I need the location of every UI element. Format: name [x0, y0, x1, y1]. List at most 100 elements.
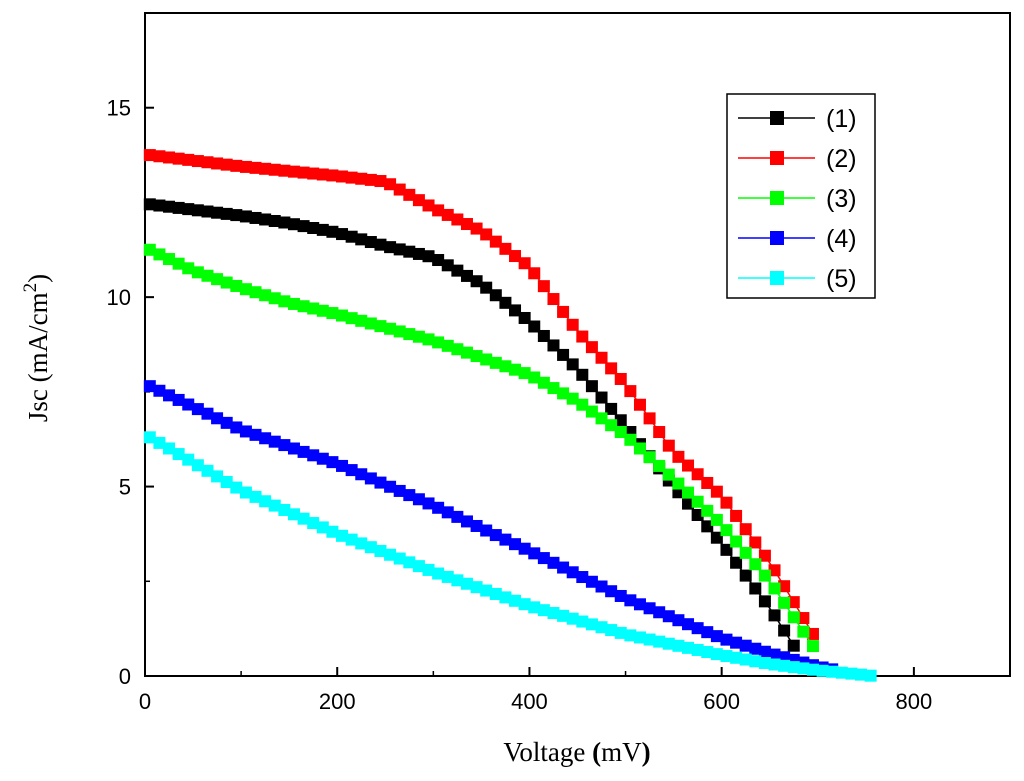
data-point: [316, 168, 329, 181]
data-point: [605, 624, 618, 637]
data-point: [191, 204, 204, 217]
data-point: [182, 398, 195, 411]
data-point: [297, 166, 310, 179]
data-point: [710, 531, 723, 544]
data-point: [614, 426, 627, 439]
data-point: [374, 238, 387, 251]
data-point: [268, 214, 281, 227]
data-point: [682, 486, 695, 499]
data-point: [336, 309, 349, 322]
data-point: [451, 264, 464, 277]
data-point: [220, 276, 233, 289]
data-point: [326, 307, 339, 320]
data-point: [432, 336, 445, 349]
data-point: [287, 442, 300, 455]
data-point: [489, 289, 502, 302]
data-point: [576, 330, 589, 343]
data-point: [307, 222, 320, 235]
data-point: [172, 257, 185, 270]
data-point: [403, 245, 416, 258]
data-point: [268, 292, 281, 305]
data-point: [220, 475, 233, 488]
data-point: [489, 587, 502, 600]
data-point: [768, 609, 781, 622]
x-tick-label: 400: [511, 689, 548, 714]
data-point: [172, 393, 185, 406]
data-point: [528, 267, 541, 280]
data-point: [191, 403, 204, 416]
data-point: [201, 464, 214, 477]
data-point: [662, 610, 675, 623]
data-point: [182, 203, 195, 216]
data-point: [595, 580, 608, 593]
data-point: [441, 506, 454, 519]
data-point: [768, 648, 781, 661]
data-point: [595, 351, 608, 364]
data-point: [287, 165, 300, 178]
data-point: [345, 171, 358, 184]
data-point: [268, 435, 281, 448]
data-point: [730, 556, 743, 569]
legend-label: (2): [826, 145, 857, 173]
data-point: [451, 574, 464, 587]
data-point: [211, 470, 224, 483]
data-point: [297, 300, 310, 313]
data-point: [355, 468, 368, 481]
data-point: [153, 384, 166, 397]
data-point: [633, 631, 646, 644]
data-point: [682, 618, 695, 631]
data-point: [336, 228, 349, 241]
data-point: [163, 253, 176, 266]
data-point: [778, 580, 791, 593]
data-point: [201, 269, 214, 282]
data-point: [211, 412, 224, 425]
data-point: [537, 604, 550, 617]
data-point: [422, 563, 435, 576]
data-point: [566, 392, 579, 405]
data-point: [749, 582, 762, 595]
legend-entry: (2): [738, 145, 857, 173]
data-point: [489, 356, 502, 369]
data-point: [441, 339, 454, 352]
data-point: [249, 490, 262, 503]
data-point: [460, 515, 473, 528]
data-point: [480, 524, 493, 537]
x-tick-label: 200: [319, 689, 356, 714]
data-point: [307, 302, 320, 315]
data-point: [393, 484, 406, 497]
data-point: [403, 556, 416, 569]
data-point: [182, 453, 195, 466]
data-point: [432, 567, 445, 580]
data-point: [374, 175, 387, 188]
x-tick-label: 600: [703, 689, 740, 714]
data-point: [797, 662, 810, 675]
data-point: [316, 521, 329, 534]
data-point: [412, 330, 425, 343]
data-point: [326, 169, 339, 182]
data-point: [730, 509, 743, 522]
data-point: [778, 659, 791, 672]
series-3: [143, 243, 819, 653]
data-point: [345, 230, 358, 243]
data-point: [701, 504, 714, 517]
data-point: [720, 524, 733, 537]
data-point: [374, 476, 387, 489]
data-point: [547, 556, 560, 569]
data-point: [211, 206, 224, 219]
data-point: [701, 646, 714, 659]
data-point: [691, 508, 704, 521]
data-point: [739, 653, 752, 666]
data-point: [278, 295, 291, 308]
data-point: [566, 566, 579, 579]
data-point: [259, 162, 272, 175]
data-point: [489, 235, 502, 248]
data-point: [403, 489, 416, 502]
data-point: [624, 433, 637, 446]
data-point: [364, 472, 377, 485]
data-point: [201, 407, 214, 420]
legend-entry: (3): [738, 185, 857, 213]
data-point: [374, 544, 387, 557]
data-point: [201, 156, 214, 169]
data-point: [287, 508, 300, 521]
data-point: [470, 222, 483, 235]
